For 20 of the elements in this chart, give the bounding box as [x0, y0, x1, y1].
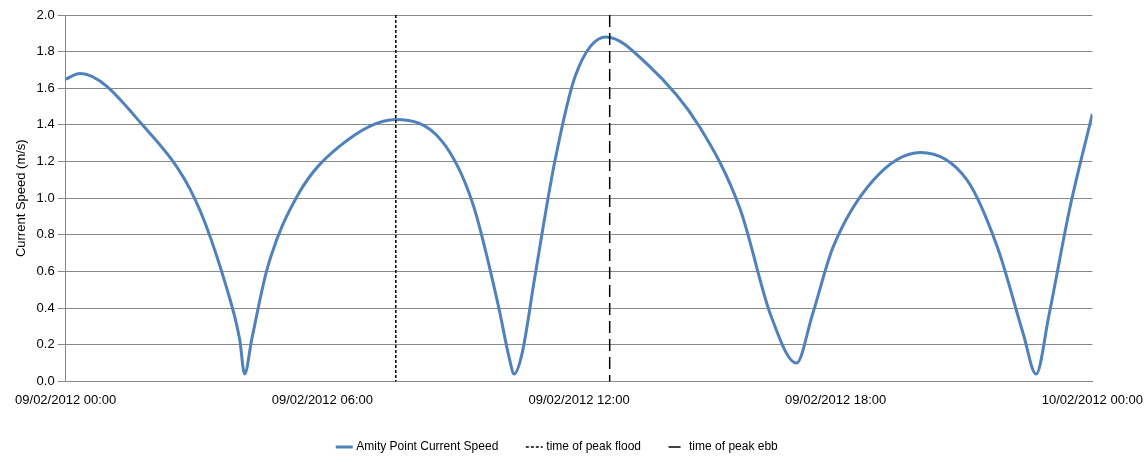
y-tick-label: 0.2 [36, 336, 55, 352]
y-tick-label: 0.4 [36, 299, 55, 315]
y-tick-label: 0.6 [36, 263, 55, 279]
y-tick-label: 2.0 [36, 6, 55, 22]
y-tick-label: 1.6 [36, 79, 55, 95]
x-tick-label: 10/02/2012 00:00 [1041, 391, 1144, 407]
legend-label: Amity Point Current Speed [356, 439, 499, 454]
y-tick-label: 1.8 [36, 43, 55, 59]
legend-label: time of peak flood [546, 439, 642, 454]
y-axis-title: Current Speed (m/s) [13, 139, 29, 258]
x-tick-label: 09/02/2012 12:00 [528, 391, 630, 407]
y-tick-label: 1.4 [36, 116, 55, 132]
y-tick-label: 1.0 [36, 189, 55, 205]
legend-label: time of peak ebb [689, 439, 779, 454]
x-tick-label: 09/02/2012 00:00 [15, 391, 117, 407]
x-tick-label: 09/02/2012 06:00 [271, 391, 373, 407]
x-tick-label: 09/02/2012 18:00 [785, 391, 887, 407]
y-tick-label: 1.2 [36, 153, 55, 169]
y-tick-label: 0.8 [36, 226, 55, 242]
y-tick-label: 0.0 [36, 372, 55, 388]
